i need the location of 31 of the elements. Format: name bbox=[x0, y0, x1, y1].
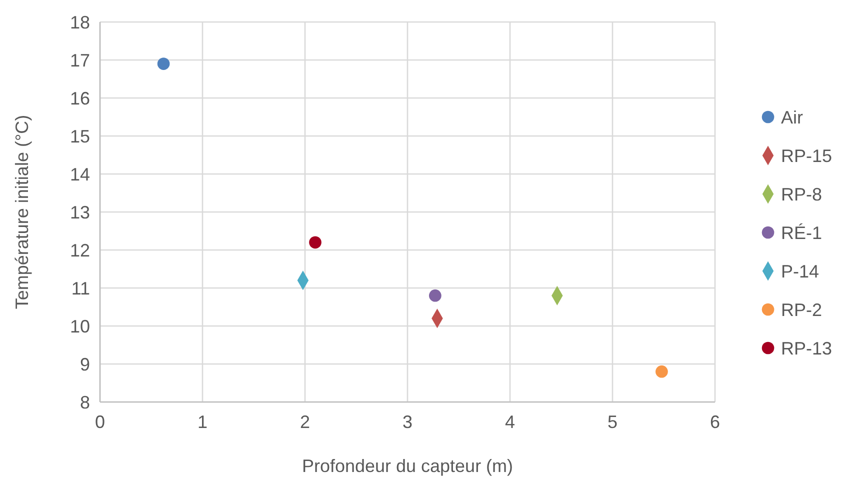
legend-label: RP-15 bbox=[781, 146, 832, 166]
legend-label: RP-2 bbox=[781, 300, 822, 320]
x-tick-label: 1 bbox=[197, 412, 208, 432]
x-tick-label: 3 bbox=[402, 412, 413, 432]
y-tick-label: 12 bbox=[70, 240, 90, 260]
y-axis-title: Température initiale (°C) bbox=[12, 114, 32, 310]
legend-label: RP-13 bbox=[781, 338, 832, 358]
legend-label: RÉ-1 bbox=[781, 222, 822, 243]
point bbox=[309, 236, 322, 249]
x-tick-label: 6 bbox=[710, 412, 720, 432]
point bbox=[428, 289, 442, 302]
x-tick-label: 4 bbox=[504, 412, 516, 432]
x-tick-label: 0 bbox=[94, 412, 106, 432]
point bbox=[157, 58, 170, 70]
x-axis-title: Profondeur du capteur (m) bbox=[302, 456, 514, 476]
y-tick-label: 15 bbox=[70, 126, 90, 146]
legend-label: P-14 bbox=[781, 261, 820, 282]
y-tick-label: 9 bbox=[80, 354, 90, 374]
y-tick-label: 10 bbox=[70, 316, 90, 336]
y-tick-label: 8 bbox=[80, 392, 90, 412]
legend-label: RP-8 bbox=[781, 184, 822, 204]
y-tick-label: 16 bbox=[70, 88, 90, 108]
point bbox=[656, 365, 668, 378]
y-tick-label: 11 bbox=[71, 278, 90, 298]
x-tick-label: 5 bbox=[607, 412, 618, 432]
y-tick-label: 18 bbox=[70, 12, 90, 32]
y-tick-label: 17 bbox=[70, 50, 90, 70]
y-tick-label: 14 bbox=[70, 164, 90, 184]
legend-label: Air bbox=[781, 107, 804, 128]
y-tick-label: 13 bbox=[70, 202, 90, 222]
x-tick-label: 2 bbox=[300, 412, 310, 432]
